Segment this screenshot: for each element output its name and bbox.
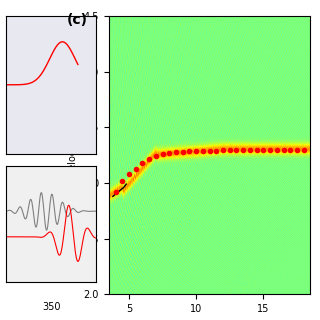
- Text: 350: 350: [42, 302, 60, 312]
- Y-axis label: Phase velocity (km/s): Phase velocity (km/s): [68, 103, 78, 208]
- Text: 40: 40: [45, 178, 57, 188]
- Text: (c): (c): [66, 13, 87, 27]
